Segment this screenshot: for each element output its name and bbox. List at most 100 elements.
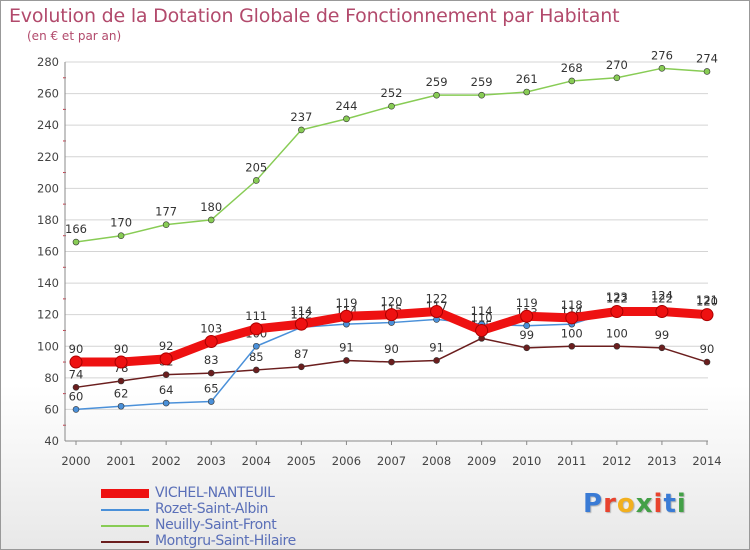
logo-letter: r bbox=[603, 489, 617, 519]
data-label: 261 bbox=[516, 72, 538, 86]
data-label: 110 bbox=[471, 310, 493, 324]
data-point bbox=[252, 342, 260, 350]
data-point bbox=[207, 398, 215, 405]
data-label: 85 bbox=[249, 350, 264, 364]
logo-letter: x bbox=[635, 489, 654, 519]
data-label: 99 bbox=[655, 328, 670, 342]
x-tick-label: 2003 bbox=[197, 454, 226, 468]
data-point bbox=[294, 317, 308, 331]
data-label: 205 bbox=[245, 160, 267, 174]
data-label: 62 bbox=[114, 386, 129, 400]
data-label: 119 bbox=[335, 296, 357, 310]
x-tick-label: 2005 bbox=[287, 454, 316, 468]
data-label: 91 bbox=[429, 340, 444, 354]
chart-subtitle: (en € et par an) bbox=[27, 29, 122, 43]
data-label: 259 bbox=[471, 75, 493, 89]
data-label: 120 bbox=[696, 295, 718, 309]
x-tick-label: 2009 bbox=[467, 454, 496, 468]
chart-title: Evolution de la Dotation Globale de Fonc… bbox=[9, 5, 620, 27]
data-point bbox=[207, 216, 215, 224]
data-point bbox=[72, 384, 80, 391]
data-point bbox=[162, 399, 170, 407]
data-label: 92 bbox=[159, 339, 174, 353]
data-point bbox=[475, 323, 489, 337]
y-tick-label: 140 bbox=[37, 276, 59, 290]
data-point bbox=[159, 352, 173, 366]
data-label: 103 bbox=[200, 322, 222, 336]
x-tick-label: 2007 bbox=[377, 454, 406, 468]
chart-legend: VICHEL-NANTEUIL Rozet-Saint-Albin Neuilly-… bbox=[101, 485, 361, 549]
data-point bbox=[388, 358, 395, 366]
y-tick-label: 200 bbox=[37, 181, 59, 195]
data-point bbox=[658, 344, 666, 352]
data-label: 60 bbox=[69, 389, 84, 403]
data-label: 180 bbox=[200, 200, 222, 214]
data-label: 118 bbox=[561, 298, 583, 312]
data-point bbox=[433, 91, 440, 99]
data-point bbox=[658, 65, 666, 72]
legend-swatch bbox=[101, 541, 149, 543]
data-point bbox=[117, 232, 125, 240]
data-point bbox=[613, 74, 621, 82]
x-tick-label: 2000 bbox=[61, 454, 90, 468]
data-point bbox=[385, 308, 398, 322]
data-label: 83 bbox=[204, 353, 219, 367]
legend-label: Rozet-Saint-Albin bbox=[155, 501, 268, 517]
data-point bbox=[568, 77, 576, 85]
data-point bbox=[523, 322, 531, 330]
data-point bbox=[655, 305, 669, 319]
data-label: 91 bbox=[339, 340, 354, 354]
data-label: 120 bbox=[381, 295, 403, 309]
data-label: 114 bbox=[290, 304, 312, 318]
data-point bbox=[700, 308, 714, 322]
data-point bbox=[249, 322, 263, 336]
data-point bbox=[433, 357, 440, 364]
y-tick-label: 280 bbox=[37, 55, 59, 69]
data-label: 124 bbox=[651, 288, 673, 302]
legend-item: Neuilly-Saint-Front bbox=[101, 517, 361, 533]
y-tick-label: 180 bbox=[37, 213, 59, 227]
logo-letter: t bbox=[663, 489, 677, 519]
data-label: 270 bbox=[606, 58, 628, 72]
data-label: 99 bbox=[519, 328, 534, 342]
data-label: 177 bbox=[155, 205, 177, 219]
y-tick-label: 220 bbox=[37, 150, 59, 164]
x-tick-label: 2008 bbox=[422, 454, 451, 468]
data-point bbox=[69, 355, 83, 369]
data-label: 122 bbox=[426, 292, 448, 306]
logo-letter: P bbox=[583, 489, 604, 519]
y-tick-label: 120 bbox=[37, 308, 59, 322]
proxiti-logo: Proxiti bbox=[583, 489, 687, 519]
data-point bbox=[114, 355, 128, 369]
x-tick-label: 2001 bbox=[106, 454, 135, 468]
data-label: 122 bbox=[606, 292, 628, 306]
data-label: 274 bbox=[696, 51, 718, 65]
data-point bbox=[523, 88, 531, 96]
data-label: 90 bbox=[384, 342, 399, 356]
data-label: 121 bbox=[696, 293, 718, 307]
data-point bbox=[520, 309, 534, 323]
data-point bbox=[343, 115, 350, 123]
legend-item: VICHEL-NANTEUIL bbox=[101, 485, 361, 501]
legend-label: Neuilly-Saint-Front bbox=[155, 517, 277, 533]
data-label: 90 bbox=[114, 342, 129, 356]
logo-letter: i bbox=[653, 489, 664, 519]
legend-item: Montgru-Saint-Hilaire bbox=[101, 533, 361, 549]
data-label: 111 bbox=[245, 309, 267, 323]
y-tick-label: 160 bbox=[37, 245, 59, 259]
legend-label: Montgru-Saint-Hilaire bbox=[155, 533, 296, 549]
data-label: 90 bbox=[69, 342, 84, 356]
y-tick-label: 100 bbox=[37, 339, 59, 353]
data-label: 74 bbox=[69, 367, 84, 381]
data-point bbox=[72, 406, 80, 413]
legend-swatch bbox=[101, 509, 149, 511]
data-point bbox=[478, 91, 485, 99]
data-point bbox=[703, 68, 711, 75]
data-point bbox=[117, 402, 125, 410]
data-point bbox=[339, 309, 353, 323]
x-tick-label: 2004 bbox=[242, 454, 271, 468]
x-tick-label: 2011 bbox=[557, 454, 586, 468]
data-point bbox=[343, 357, 350, 364]
